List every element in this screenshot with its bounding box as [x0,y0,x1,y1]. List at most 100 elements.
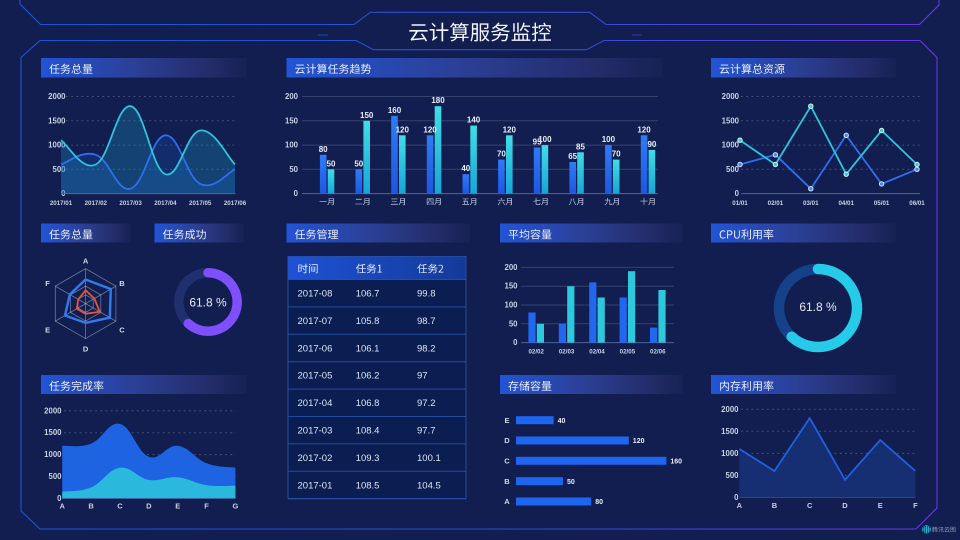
svg-text:2017/04: 2017/04 [154,200,177,207]
svg-text:106.8: 106.8 [356,398,380,409]
svg-text:100: 100 [538,135,552,144]
svg-text:03/01: 03/01 [803,200,819,207]
svg-text:150: 150 [360,111,374,120]
svg-text:200: 200 [285,92,299,101]
svg-text:98.2: 98.2 [417,343,436,354]
svg-text:A: A [59,502,65,511]
svg-text:100.1: 100.1 [417,453,441,464]
svg-text:02/06: 02/06 [650,349,666,356]
svg-text:E: E [45,326,50,335]
svg-text:80: 80 [319,145,328,154]
svg-text:95: 95 [533,138,542,147]
svg-text:C: C [807,501,813,510]
svg-text:2017/03: 2017/03 [119,200,142,207]
svg-text:97.7: 97.7 [417,426,436,437]
svg-text:108.5: 108.5 [356,480,380,491]
svg-text:1500: 1500 [721,427,739,436]
svg-text:2017/01: 2017/01 [50,200,73,207]
svg-text:C: C [119,326,125,335]
svg-text:2017-05: 2017-05 [298,371,333,382]
svg-text:E: E [175,502,180,511]
svg-text:61.8 %: 61.8 % [189,296,227,310]
svg-text:85: 85 [576,142,585,151]
svg-text:2017-01: 2017-01 [298,480,333,491]
svg-text:150: 150 [504,282,518,291]
svg-text:0: 0 [734,493,739,502]
svg-text:140: 140 [467,116,481,125]
svg-text:500: 500 [725,471,739,480]
svg-text:B: B [772,501,778,510]
svg-text:200: 200 [504,263,518,272]
svg-text:1500: 1500 [722,116,740,125]
svg-text:06/01: 06/01 [909,200,925,207]
svg-text:70: 70 [497,150,506,159]
svg-text:50: 50 [509,319,518,328]
svg-text:E: E [878,501,883,510]
svg-text:120: 120 [396,125,410,134]
svg-text:500: 500 [726,165,740,174]
svg-text:50: 50 [289,165,298,174]
svg-text:150: 150 [285,116,299,125]
svg-text:E: E [504,416,509,425]
svg-text:500: 500 [52,165,66,174]
svg-text:0: 0 [513,338,518,347]
svg-text:100: 100 [285,141,299,150]
svg-text:2017/05: 2017/05 [189,200,212,207]
svg-text:97: 97 [417,371,428,382]
svg-text:F: F [204,502,209,511]
svg-text:02/01: 02/01 [768,200,784,207]
svg-text:109.3: 109.3 [356,453,380,464]
svg-text:2017-06: 2017-06 [298,343,333,354]
svg-text:98.7: 98.7 [417,316,436,327]
svg-text:2000: 2000 [44,406,62,415]
svg-text:160: 160 [388,106,402,115]
svg-text:80: 80 [595,499,603,506]
svg-text:D: D [504,436,510,445]
svg-text:2000: 2000 [48,92,66,101]
svg-text:A: A [83,257,89,266]
svg-text:B: B [88,502,94,511]
svg-text:D: D [146,502,152,511]
svg-text:B: B [119,279,125,288]
svg-text:F: F [45,279,50,288]
svg-text:01/01: 01/01 [732,200,748,207]
svg-text:1000: 1000 [722,141,740,150]
svg-text:2017-04: 2017-04 [298,398,333,409]
svg-text:100: 100 [504,301,518,310]
svg-text:100: 100 [602,135,616,144]
svg-text:61.8 %: 61.8 % [799,300,837,314]
svg-text:A: A [737,501,743,510]
svg-text:2017/06: 2017/06 [224,200,247,207]
svg-text:2017-02: 2017-02 [298,453,333,464]
svg-text:1500: 1500 [48,116,66,125]
svg-text:160: 160 [670,459,682,466]
svg-text:0: 0 [735,189,740,198]
svg-text:104.5: 104.5 [417,480,441,491]
svg-text:02/02: 02/02 [528,349,544,356]
svg-text:90: 90 [647,140,656,149]
svg-text:50: 50 [354,159,363,168]
svg-text:B: B [504,477,510,486]
svg-text:A: A [504,497,510,506]
svg-text:0: 0 [57,494,62,503]
svg-text:1500: 1500 [44,428,62,437]
svg-text:C: C [117,502,123,511]
svg-text:D: D [842,501,848,510]
svg-text:2000: 2000 [722,92,740,101]
svg-text:65: 65 [568,152,577,161]
svg-text:2017-08: 2017-08 [298,289,333,300]
svg-text:02/05: 02/05 [620,349,636,356]
svg-text:2017-07: 2017-07 [298,316,333,327]
svg-text:97.2: 97.2 [417,398,436,409]
svg-text:120: 120 [423,125,437,134]
svg-text:G: G [232,502,238,511]
svg-text:120: 120 [637,125,651,134]
svg-text:99.8: 99.8 [417,289,436,300]
svg-text:108.4: 108.4 [356,426,380,437]
svg-text:2017-03: 2017-03 [298,426,333,437]
svg-text:D: D [83,345,89,354]
svg-text:50: 50 [327,159,336,168]
svg-text:02/04: 02/04 [589,349,605,356]
svg-text:2000: 2000 [721,405,739,414]
svg-text:120: 120 [503,125,517,134]
